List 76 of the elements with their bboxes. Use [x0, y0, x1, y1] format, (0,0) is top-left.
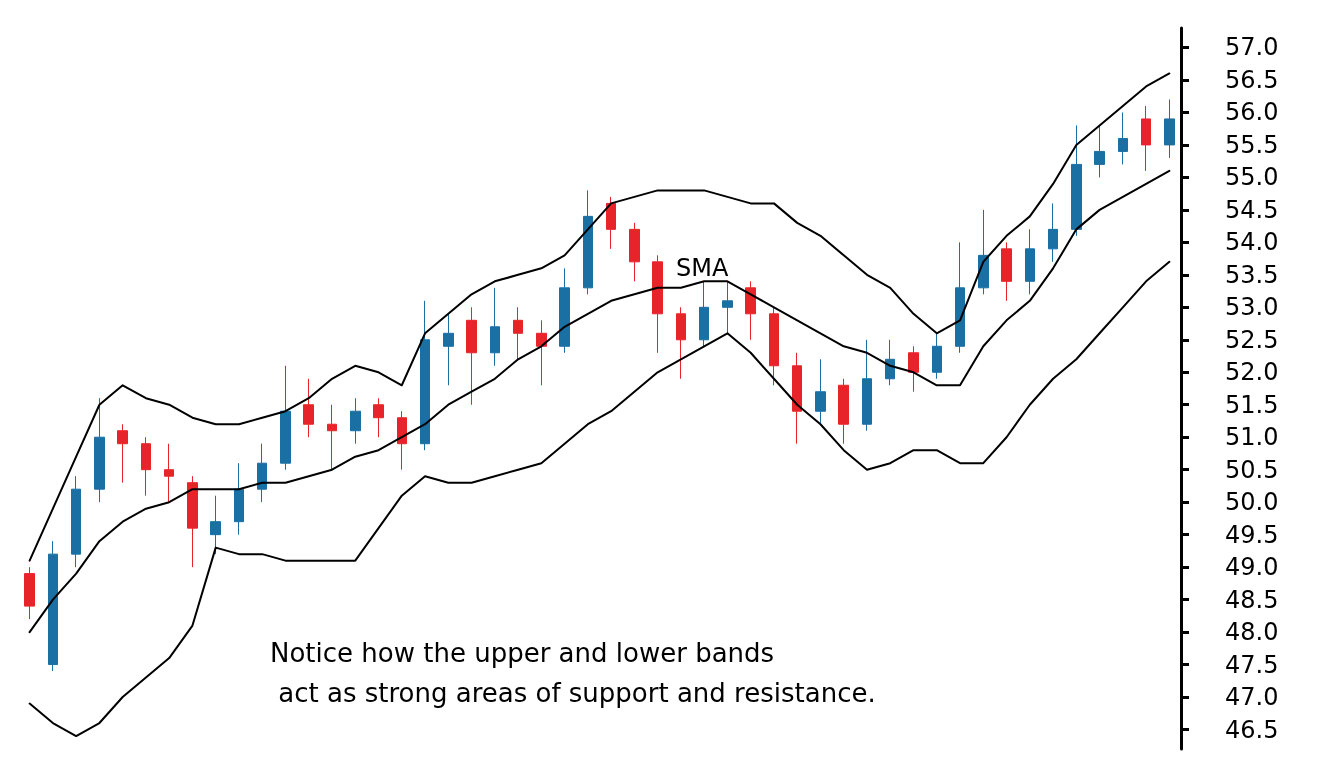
y-tick-label: 53.0 — [1225, 293, 1279, 322]
y-tick-label: 50.5 — [1225, 455, 1279, 484]
candlestick — [1094, 124, 1105, 178]
y-tick-label: 50.0 — [1225, 488, 1279, 517]
candlestick — [652, 254, 663, 354]
candlestick — [420, 300, 430, 451]
candlestick — [1025, 228, 1035, 295]
y-tick-label: 46.5 — [1225, 715, 1279, 744]
candlestick — [1141, 105, 1151, 172]
y-tick-label: 48.0 — [1225, 618, 1279, 647]
annotation: SMA — [676, 254, 729, 282]
y-tick-label: 47.0 — [1225, 683, 1279, 712]
y-tick-label: 47.5 — [1225, 650, 1279, 679]
y-tick-label: 53.5 — [1225, 260, 1279, 289]
candlestick — [280, 365, 291, 471]
candlestick — [373, 397, 384, 438]
candlestick — [1048, 202, 1058, 263]
y-tick-label: 49.5 — [1225, 520, 1279, 549]
candlestick — [187, 475, 198, 568]
y-tick-label: 49.0 — [1225, 553, 1279, 582]
candlestick — [862, 339, 872, 432]
candlestick — [117, 423, 128, 484]
candlestick — [513, 306, 523, 360]
candlestick — [1071, 124, 1082, 237]
candlestick — [210, 495, 221, 555]
candlestick — [536, 319, 547, 386]
candlestick — [1001, 241, 1012, 302]
candlestick — [629, 222, 640, 282]
candlestick — [24, 566, 35, 620]
candlestick — [303, 378, 314, 438]
candlestick — [606, 196, 616, 250]
candlestick — [792, 352, 802, 445]
candlestick — [350, 397, 361, 445]
y-tick-label: 52.0 — [1225, 358, 1279, 387]
candlestick — [164, 443, 174, 503]
candlestick — [327, 404, 337, 471]
candlestick — [908, 345, 919, 393]
candlestick — [94, 397, 105, 503]
y-tick-label: 48.5 — [1225, 585, 1279, 614]
candlestick — [234, 462, 244, 536]
candlestick — [141, 436, 151, 497]
line-series — [28, 260, 1171, 738]
candlestick — [722, 280, 733, 334]
line-series — [28, 169, 1171, 634]
candlestick — [48, 540, 58, 672]
y-tick-label: 54.5 — [1225, 195, 1279, 224]
candlestick — [466, 306, 477, 406]
y-tick-label: 56.5 — [1225, 65, 1279, 94]
candlestick — [559, 267, 570, 354]
candlestick — [583, 189, 593, 295]
y-tick-label: 55.5 — [1225, 130, 1279, 159]
y-tick-label: 51.5 — [1225, 390, 1279, 419]
annotation: Notice how the upper and lower bands act as strong areas of support and resistance. — [270, 638, 876, 708]
candlestick — [699, 280, 709, 347]
candlestick — [769, 306, 779, 386]
y-tick-label: 51.0 — [1225, 423, 1279, 452]
candlestick — [885, 339, 895, 386]
candlestick — [397, 410, 407, 471]
candlestick — [838, 378, 849, 445]
candlestick — [745, 280, 756, 341]
candlestick — [257, 443, 267, 503]
line-series — [28, 72, 1171, 562]
candlestick — [676, 306, 686, 380]
candlestick — [955, 241, 965, 354]
candlestick — [815, 358, 826, 425]
candlestick — [1164, 98, 1175, 159]
y-tick-label: 55.0 — [1225, 163, 1279, 192]
y-tick-label: 57.0 — [1225, 33, 1279, 62]
y-tick-label: 54.0 — [1225, 228, 1279, 257]
y-tick-label: 52.5 — [1225, 325, 1279, 354]
candlestick — [443, 313, 454, 386]
y-tick-label: 56.0 — [1225, 98, 1279, 127]
candlestick — [490, 287, 500, 367]
candlestick — [932, 332, 942, 380]
candlestick — [71, 475, 81, 568]
candlestick — [1118, 111, 1128, 165]
